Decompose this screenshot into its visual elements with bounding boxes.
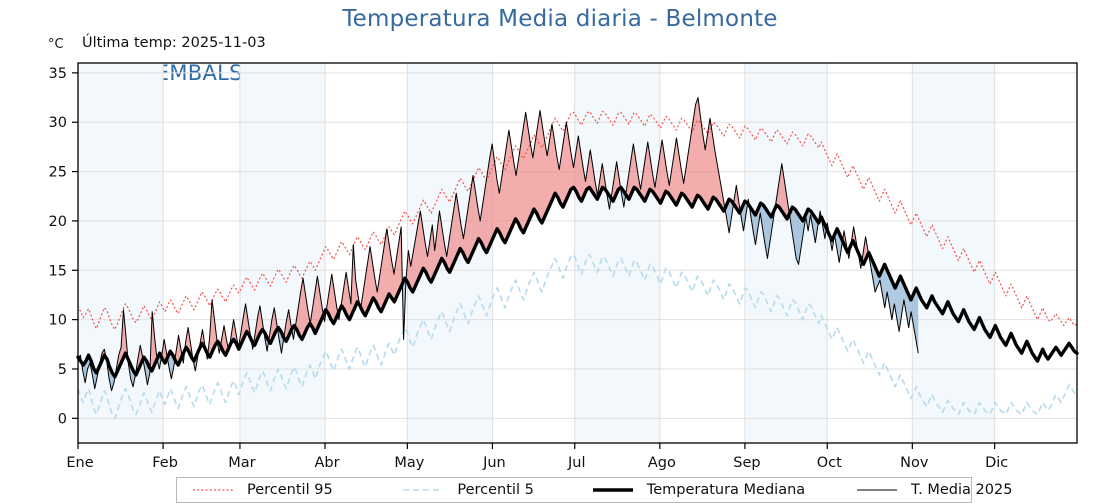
chart-legend: Percentil 95 Percentil 5 Temperatura Media…	[176, 477, 972, 503]
y-tick-label: 15	[49, 263, 67, 279]
y-tick-label: 30	[49, 115, 67, 131]
x-tick-label: Sep	[733, 455, 760, 471]
x-tick-label: Dic	[985, 455, 1008, 471]
legend-line-sample	[191, 483, 235, 497]
x-axis: Ene Feb Mar Abr May Jun Jul Ago Sep Oct Nov Dic	[66, 443, 1008, 471]
legend-label: T. Media 2025	[911, 482, 1012, 498]
x-tick-label: Ago	[648, 455, 676, 471]
month-band	[912, 63, 994, 443]
y-axis: 0 5 10 15 20 25 30 35	[49, 66, 78, 427]
legend-item: T. Media 2025	[835, 478, 971, 502]
x-tick-label: Jul	[567, 455, 586, 471]
x-tick-label: May	[394, 455, 424, 471]
x-tick-label: Mar	[228, 455, 255, 471]
y-tick-label: 25	[49, 165, 67, 181]
legend-item: Temperatura Mediana	[571, 478, 835, 502]
y-tick-label: 0	[58, 411, 67, 427]
legend-label: Percentil 95	[247, 482, 333, 498]
x-tick-label: Ene	[66, 455, 93, 471]
legend-line-sample	[855, 483, 899, 497]
legend-line-sample	[591, 483, 635, 497]
x-tick-label: Jun	[482, 455, 506, 471]
x-tick-label: Oct	[817, 455, 842, 471]
legend-item: Percentil 5	[381, 478, 570, 502]
legend-line-sample	[401, 483, 445, 497]
month-band	[240, 63, 325, 443]
y-tick-label: 20	[49, 214, 67, 230]
y-tick-label: 5	[58, 362, 67, 378]
y-tick-label: 35	[49, 66, 67, 82]
legend-label: Temperatura Mediana	[647, 482, 805, 498]
x-tick-label: Nov	[900, 455, 929, 471]
anomaly-above-fill	[361, 227, 403, 316]
y-tick-label: 10	[49, 313, 67, 329]
x-tick-label: Feb	[152, 455, 178, 471]
month-band	[78, 63, 163, 443]
month-band	[745, 63, 827, 443]
legend-label: Percentil 5	[457, 482, 533, 498]
legend-item: Percentil 95	[177, 478, 381, 502]
x-tick-label: Abr	[314, 455, 339, 471]
